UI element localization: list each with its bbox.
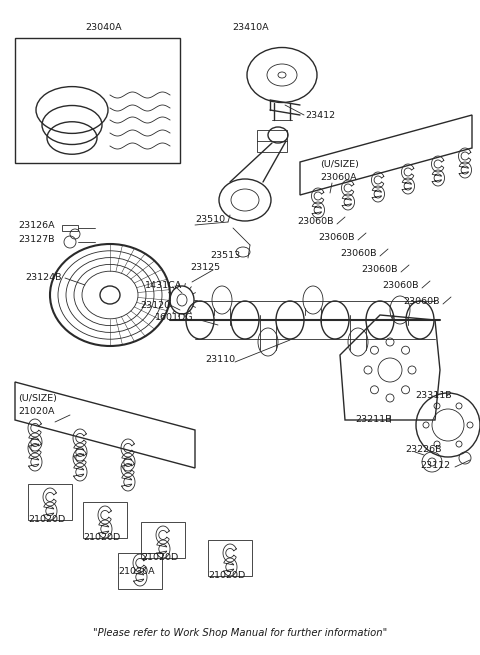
Text: 23060B: 23060B [403, 297, 440, 307]
Text: 21020D: 21020D [141, 553, 178, 563]
Text: 23110: 23110 [205, 356, 235, 364]
Text: 23410A: 23410A [232, 24, 269, 33]
Text: 21030A: 21030A [118, 567, 155, 576]
Text: (U/SIZE): (U/SIZE) [18, 394, 57, 403]
Text: 23060A: 23060A [320, 174, 357, 183]
Text: 23040A: 23040A [85, 24, 121, 33]
Bar [62, 225, 78, 231]
Text: 1431CA: 1431CA [145, 282, 182, 291]
Text: 23060B: 23060B [318, 233, 355, 242]
Text: (U/SIZE): (U/SIZE) [320, 160, 359, 170]
Text: 23126A: 23126A [18, 221, 55, 229]
Text: 23127B: 23127B [18, 236, 55, 244]
Text: 23060B: 23060B [361, 265, 397, 274]
Text: 23513: 23513 [210, 250, 240, 259]
Text: 21020A: 21020A [18, 407, 55, 417]
Text: 21020D: 21020D [208, 572, 245, 580]
Text: 23060B: 23060B [297, 217, 334, 227]
Bar [28, 484, 72, 520]
Text: 23510: 23510 [195, 215, 225, 225]
Text: 23112: 23112 [420, 460, 450, 470]
Bar [141, 522, 185, 558]
Bar [83, 502, 127, 538]
Text: 23124B: 23124B [25, 274, 61, 282]
Bar [15, 38, 180, 163]
Text: 23412: 23412 [305, 111, 335, 119]
Text: 21020D: 21020D [28, 515, 65, 525]
Text: 23125: 23125 [190, 263, 220, 272]
Text: 23311B: 23311B [415, 390, 452, 400]
Bar [208, 540, 252, 576]
Text: 23060B: 23060B [382, 282, 419, 291]
Bar [118, 553, 162, 589]
Text: 21020D: 21020D [83, 534, 120, 542]
Text: 23211B: 23211B [355, 415, 392, 424]
Text: "Please refer to Work Shop Manual for further information": "Please refer to Work Shop Manual for fu… [93, 628, 387, 638]
Bar [257, 130, 287, 152]
Text: 23120: 23120 [140, 301, 170, 310]
Text: 1601DG: 1601DG [155, 314, 193, 322]
Text: 23060B: 23060B [340, 250, 376, 259]
Text: 23226B: 23226B [405, 445, 442, 455]
